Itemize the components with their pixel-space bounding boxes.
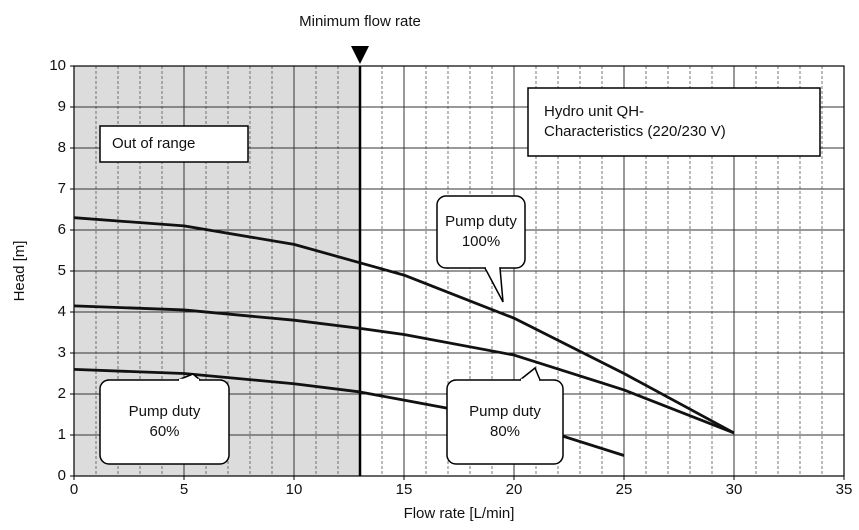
- x-tick-label: 0: [70, 481, 78, 498]
- x-tick-label: 15: [396, 481, 413, 498]
- y-tick-label: 3: [58, 344, 66, 361]
- minimum-flow-label: Minimum flow rate: [299, 13, 421, 30]
- y-tick-label: 2: [58, 385, 66, 402]
- callout-box: [99, 379, 230, 465]
- callout-text: 80%: [490, 423, 520, 440]
- info-box: [527, 87, 821, 157]
- callout-box: [446, 379, 564, 465]
- y-tick-label: 7: [58, 180, 66, 197]
- callout-text: Pump duty: [445, 213, 517, 230]
- x-axis-label: Flow rate [L/min]: [404, 505, 515, 522]
- callout-text: 60%: [149, 423, 179, 440]
- y-tick-label: 5: [58, 262, 66, 279]
- x-tick-label: 5: [180, 481, 188, 498]
- x-tick-label: 35: [836, 481, 853, 498]
- x-tick-label: 10: [286, 481, 303, 498]
- y-tick-label: 9: [58, 98, 66, 115]
- minimum-flow-arrow: [351, 46, 369, 64]
- out-of-range-box: [99, 125, 249, 163]
- series-line: [73, 216, 735, 435]
- callout-text: 100%: [462, 233, 500, 250]
- info-box-text: Hydro unit QH-: [544, 103, 644, 120]
- series-line: [73, 304, 735, 435]
- callout-box: [436, 195, 526, 269]
- x-tick-label: 20: [506, 481, 523, 498]
- y-tick-label: 4: [58, 303, 66, 320]
- callout-pointer: [519, 366, 541, 381]
- y-tick-label: 6: [58, 221, 66, 238]
- y-tick-label: 10: [49, 57, 66, 74]
- out-of-range-text: Out of range: [112, 135, 195, 152]
- callout-text: Pump duty: [469, 403, 541, 420]
- x-tick-label: 30: [726, 481, 743, 498]
- x-tick-label: 25: [616, 481, 633, 498]
- y-tick-label: 1: [58, 426, 66, 443]
- plot-frame: [73, 65, 845, 477]
- info-box-text: Characteristics (220/230 V): [544, 123, 726, 140]
- callout-pointer: [484, 267, 504, 303]
- y-tick-label: 8: [58, 139, 66, 156]
- y-tick-label: 0: [58, 467, 66, 484]
- y-axis-label: Head [m]: [11, 241, 28, 302]
- callout-text: Pump duty: [129, 403, 201, 420]
- callout-pointer: [177, 373, 201, 381]
